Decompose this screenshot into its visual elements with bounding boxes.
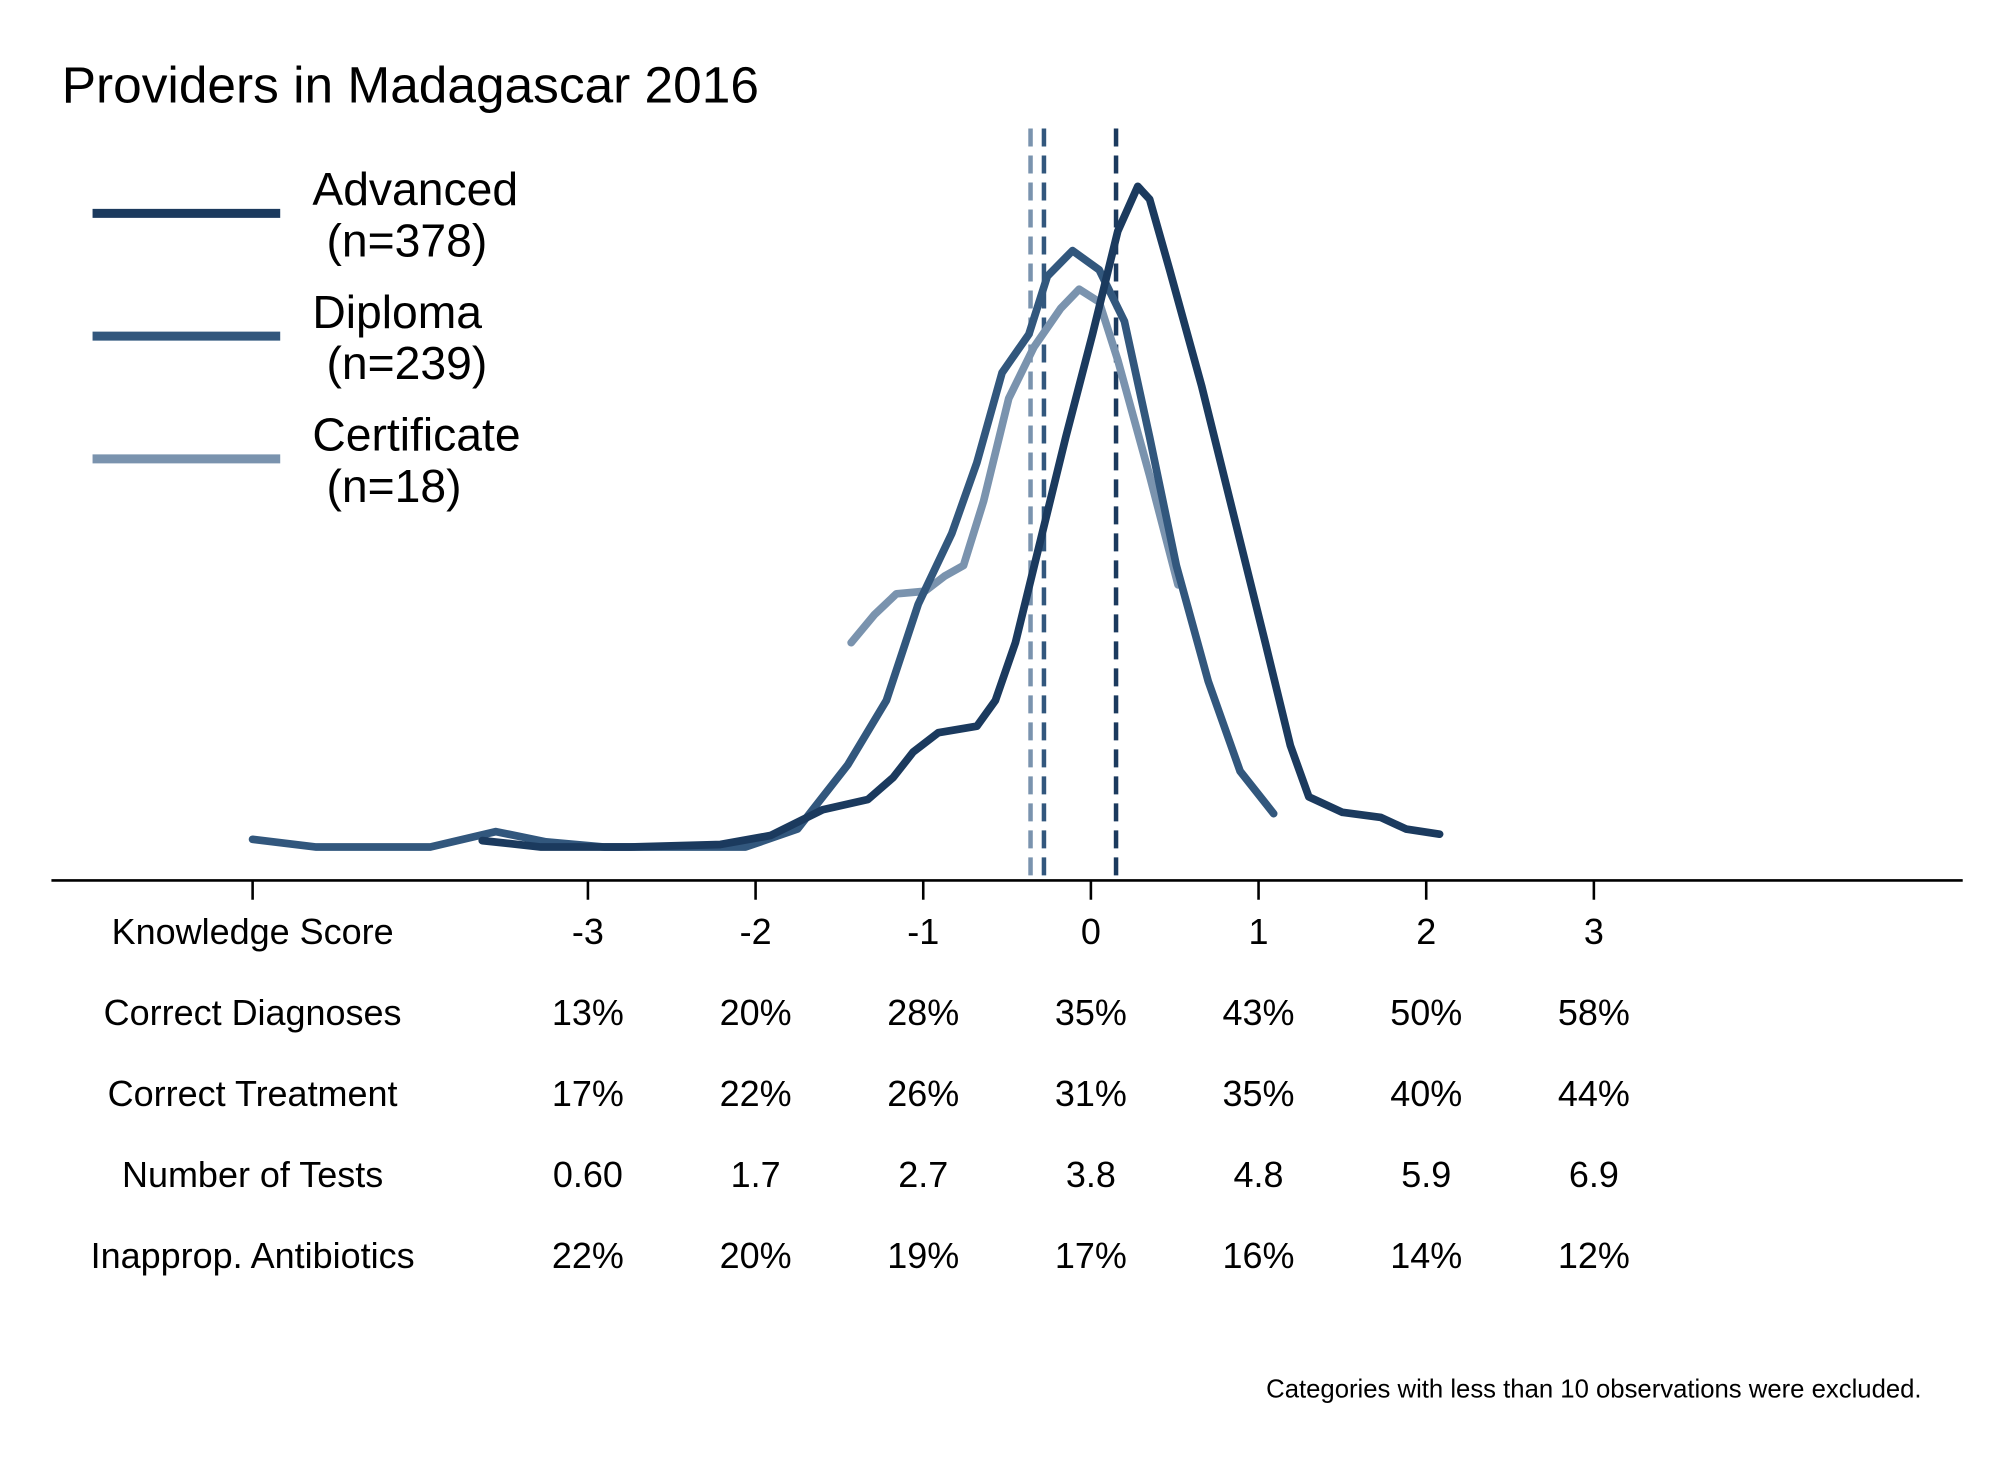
table-row-label: Inapprop. Antibiotics xyxy=(91,1235,415,1276)
table-cell: 14% xyxy=(1390,1235,1462,1276)
table-cell: 17% xyxy=(1055,1235,1127,1276)
table-cell: 4.8 xyxy=(1234,1154,1284,1195)
table-cell: 0.60 xyxy=(553,1154,623,1195)
table-cell: 22% xyxy=(720,1073,792,1114)
footnote: Categories with less than 10 observation… xyxy=(1266,1376,1921,1404)
table-cell: 20% xyxy=(720,992,792,1033)
x-tick-label: Knowledge Score xyxy=(112,911,394,952)
table-cell: 2.7 xyxy=(898,1154,948,1195)
table-cell: 35% xyxy=(1055,992,1127,1033)
legend-label: Advanced xyxy=(312,163,518,215)
x-tick-label: -2 xyxy=(740,911,772,952)
density-line xyxy=(847,285,1182,647)
table-row-label: Correct Diagnoses xyxy=(104,992,402,1033)
chart-title: Providers in Madagascar 2016 xyxy=(62,55,759,113)
x-tick-label: 0 xyxy=(1081,911,1101,952)
table-cell: 12% xyxy=(1558,1235,1630,1276)
x-tick-label: 3 xyxy=(1584,911,1604,952)
table-cell: 3.8 xyxy=(1066,1154,1116,1195)
table-cell: 28% xyxy=(887,992,959,1033)
table-cell: 19% xyxy=(887,1235,959,1276)
table-cell: 17% xyxy=(552,1073,624,1114)
table-cell: 16% xyxy=(1223,1235,1295,1276)
table-cell: 20% xyxy=(720,1235,792,1276)
x-tick-label: 2 xyxy=(1416,911,1436,952)
table-cell: 58% xyxy=(1558,992,1630,1033)
x-tick-label: -3 xyxy=(572,911,604,952)
table-cell: 31% xyxy=(1055,1073,1127,1114)
table-cell: 43% xyxy=(1223,992,1295,1033)
table-cell: 1.7 xyxy=(731,1154,781,1195)
legend-label: Diploma xyxy=(312,286,482,338)
table-cell: 50% xyxy=(1390,992,1462,1033)
density-line xyxy=(248,246,1278,851)
legend-count: (n=239) xyxy=(326,337,487,389)
legend-count: (n=18) xyxy=(326,460,461,512)
table-cell: 6.9 xyxy=(1569,1154,1619,1195)
table-cell: 22% xyxy=(552,1235,624,1276)
table-cell: 35% xyxy=(1223,1073,1295,1114)
table-cell: 40% xyxy=(1390,1073,1462,1114)
legend-label: Certificate xyxy=(312,409,520,461)
table-row-label: Correct Treatment xyxy=(108,1073,398,1114)
table-cell: 13% xyxy=(552,992,624,1033)
legend-count: (n=378) xyxy=(326,214,487,266)
density-line xyxy=(478,182,1444,851)
table-row-label: Number of Tests xyxy=(122,1154,383,1195)
x-tick-label: -1 xyxy=(907,911,939,952)
table-cell: 44% xyxy=(1558,1073,1630,1114)
table-cell: 5.9 xyxy=(1401,1154,1451,1195)
table-cell: 26% xyxy=(887,1073,959,1114)
x-tick-label: 1 xyxy=(1249,911,1269,952)
